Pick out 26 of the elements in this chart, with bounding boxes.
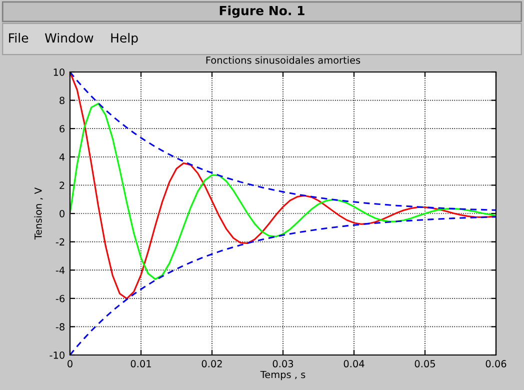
y-axis-title: Tension , V: [34, 187, 43, 240]
y-tick-label: 8: [60, 96, 64, 104]
x-tick-label: 0.04: [344, 360, 364, 368]
text: File: [9, 32, 28, 43]
x-axis-title: Temps , s: [260, 370, 306, 380]
y-tick-label: -6: [56, 294, 65, 302]
text: Figure No. 1: [220, 6, 304, 18]
y-tick-label: 2: [60, 182, 64, 189]
y-tick-label: -4: [56, 266, 65, 274]
y-tick-label: 10: [54, 68, 64, 76]
y-tick-label: -10: [50, 351, 64, 359]
x-tick-label: 0: [68, 360, 72, 368]
y-tick-label: 4: [59, 154, 65, 161]
text: Window: [44, 32, 94, 43]
x-tick-label: 0.02: [202, 360, 222, 368]
x-tick-label: 0.03: [272, 360, 294, 368]
y-tick-label: -8: [56, 323, 64, 331]
y-tick-label: 6: [60, 125, 65, 132]
x-tick-label: 0.05: [414, 360, 435, 368]
y-tick-label: 0: [60, 210, 64, 218]
text: Help: [111, 32, 138, 46]
y-tick-label: -2: [56, 238, 64, 246]
x-tick-label: 0.01: [130, 360, 151, 368]
line-series: [70, 102, 496, 280]
chart-title: Fonctions sinusoidales amorties: [206, 56, 360, 64]
x-tick-label: 0.06: [486, 360, 506, 368]
